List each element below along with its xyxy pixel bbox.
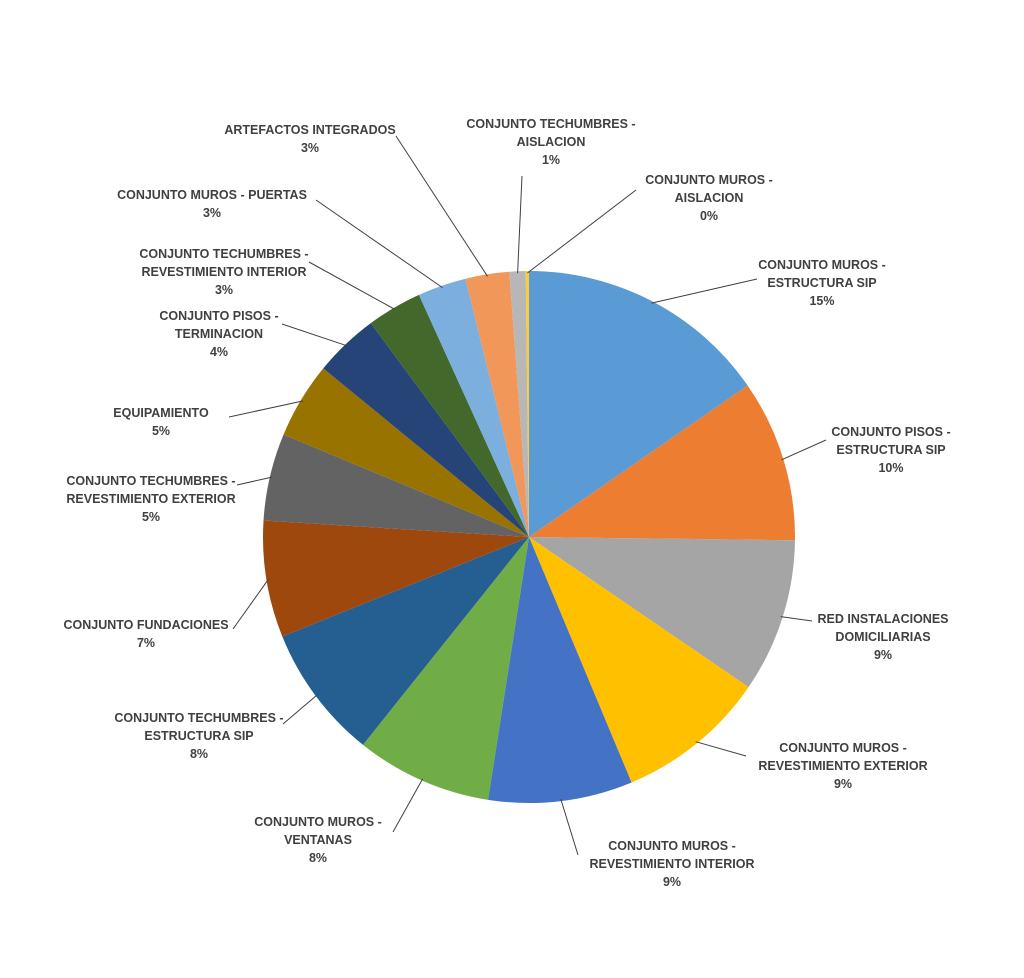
- data-label-conjunto-muros-revestimiento-interior: CONJUNTO MUROS -REVESTIMIENTO INTERIOR 9%: [589, 839, 754, 889]
- pie-slice-conjunto-fundaciones: [263, 520, 529, 637]
- pie-slice-conjunto-muros-ventanas: [362, 537, 529, 800]
- leader-line-conjunto-muros-puertas: [315, 199, 443, 289]
- data-label-conjunto-muros-estructura-sip: CONJUNTO MUROS -ESTRUCTURA SIP 15%: [758, 258, 886, 308]
- leader-line-conjunto-techumbres-estructura-sip: [282, 694, 318, 725]
- pie-slice-conjunto-techumbres-revestimiento-exterior: [263, 434, 529, 537]
- data-label-conjunto-pisos-estructura-sip: CONJUNTO PISOS -ESTRUCTURA SIP 10%: [831, 425, 950, 475]
- leader-lines: [228, 135, 827, 856]
- pie-slice-equipamiento: [283, 368, 529, 537]
- pie-slice-conjunto-techumbres-aislacion: [509, 271, 529, 537]
- pie-slice-conjunto-muros-revestimiento-exterior: [529, 537, 749, 783]
- leader-line-red-instalaciones-domiciliarias: [780, 616, 813, 622]
- data-label-conjunto-pisos-terminacion: CONJUNTO PISOS -TERMINACION 4%: [159, 309, 278, 359]
- leader-line-conjunto-muros-revestimiento-interior: [560, 798, 579, 856]
- leader-line-conjunto-techumbres-aislacion: [517, 175, 523, 274]
- data-label-conjunto-muros-aislacion: CONJUNTO MUROS -AISLACION 0%: [645, 173, 773, 223]
- data-label-red-instalaciones-domiciliarias: RED INSTALACIONES DOMICILIARIAS 9%: [817, 612, 948, 662]
- data-label-conjunto-techumbres-revestimiento-exterior: CONJUNTO TECHUMBRES -REVESTIMIENTO EXTER…: [66, 474, 235, 524]
- data-label-equipamiento: EQUIPAMIENTO 5%: [113, 406, 209, 438]
- leader-line-conjunto-pisos-estructura-sip: [781, 439, 827, 461]
- leader-line-equipamiento: [228, 400, 303, 418]
- leader-line-conjunto-muros-aislacion: [527, 189, 637, 274]
- data-label-conjunto-techumbres-aislacion: CONJUNTO TECHUMBRES -AISLACION 1%: [466, 117, 635, 167]
- leader-line-conjunto-muros-revestimiento-exterior: [695, 741, 747, 757]
- data-label-conjunto-techumbres-revestimiento-interior: CONJUNTO TECHUMBRES -REVESTIMIENTO INTER…: [139, 247, 308, 297]
- leader-line-conjunto-pisos-terminacion: [281, 323, 348, 347]
- pie-slice-artefactos-integrados: [465, 271, 529, 537]
- data-label-conjunto-fundaciones: CONJUNTO FUNDACIONES 7%: [63, 618, 228, 650]
- pie-slice-conjunto-techumbres-estructura-sip: [282, 537, 529, 745]
- pie-slice-red-instalaciones-domiciliarias: [529, 537, 795, 688]
- leader-line-conjunto-techumbres-revestimiento-exterior: [236, 476, 273, 486]
- leader-line-conjunto-muros-estructura-sip: [651, 278, 758, 304]
- pie-slice-conjunto-techumbres-revestimiento-interior: [370, 294, 529, 537]
- pie-slice-conjunto-muros-estructura-sip: [529, 271, 748, 537]
- data-label-conjunto-muros-puertas: CONJUNTO MUROS - PUERTAS 3%: [117, 188, 307, 220]
- data-label-conjunto-techumbres-estructura-sip: CONJUNTO TECHUMBRES -ESTRUCTURA SIP 8%: [114, 711, 283, 761]
- leader-line-artefactos-integrados: [395, 135, 488, 277]
- leader-line-conjunto-muros-ventanas: [392, 778, 424, 833]
- pie-slice-conjunto-pisos-estructura-sip: [529, 385, 796, 541]
- leader-line-conjunto-fundaciones: [232, 579, 269, 630]
- pie-slice-conjunto-muros-aislacion: [525, 271, 529, 537]
- data-label-conjunto-muros-ventanas: CONJUNTO MUROS -VENTANAS 8%: [254, 815, 382, 865]
- pie-slice-conjunto-pisos-terminacion: [323, 323, 529, 537]
- data-label-artefactos-integrados: ARTEFACTOS INTEGRADOS 3%: [224, 123, 395, 155]
- data-labels: CONJUNTO MUROS -ESTRUCTURA SIP 15% CONJUNT…: [63, 117, 950, 889]
- pie-slices: [263, 271, 796, 804]
- pie-slice-conjunto-muros-puertas: [418, 278, 529, 537]
- data-label-conjunto-muros-revestimiento-exterior: CONJUNTO MUROS -REVESTIMIENTO EXTERIOR 9%: [758, 741, 927, 791]
- leader-line-conjunto-techumbres-revestimiento-interior: [308, 261, 396, 310]
- pie-slice-conjunto-muros-revestimiento-interior: [488, 537, 632, 804]
